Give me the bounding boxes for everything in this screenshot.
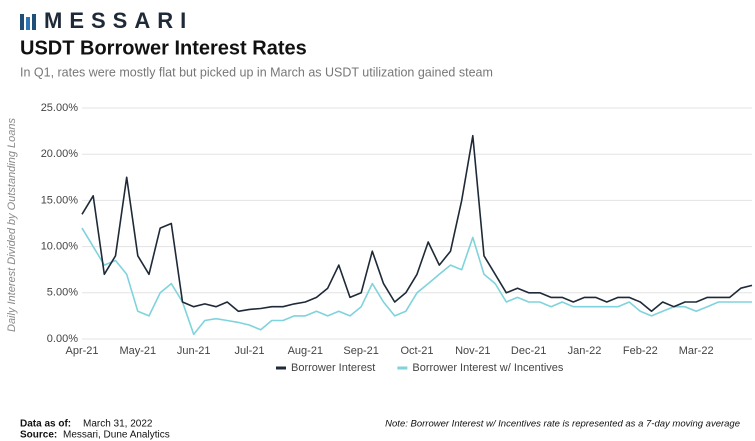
x-tick-label: Aug-21 xyxy=(288,345,323,357)
x-tick-label: Jan-22 xyxy=(568,345,602,357)
footer-text: March 31, 2022 xyxy=(83,419,153,430)
line xyxy=(81,134,753,313)
footer-label: Data as of: xyxy=(20,419,71,430)
x-tick-label: Oct-21 xyxy=(400,345,433,357)
legend-label: Borrower Interest xyxy=(291,362,375,374)
x-tick-label: Jun-21 xyxy=(177,345,211,357)
x-tick-label: Feb-22 xyxy=(623,345,658,357)
y-tick-label: 5.00% xyxy=(47,287,78,299)
chart-title: USDT Borrower Interest Rates xyxy=(20,37,307,59)
footer-text: Messari, Dune Analytics xyxy=(63,430,170,441)
x-tick-label: Mar-22 xyxy=(679,345,714,357)
y-tick-label: 0.00% xyxy=(47,333,78,345)
x-tick-label: Jul-21 xyxy=(235,345,265,357)
x-tick-label: Apr-21 xyxy=(65,345,98,357)
legend-label: Borrower Interest w/ Incentives xyxy=(412,362,564,374)
x-tick-label: May-21 xyxy=(119,345,156,357)
y-axis-label: Daily Interest Divided by Outstanding Lo… xyxy=(6,118,18,333)
x-tick-label: Dec-21 xyxy=(511,345,546,357)
x-tick-label: Nov-21 xyxy=(455,345,490,357)
y-tick-label: 20.00% xyxy=(41,148,79,160)
y-tick-label: 10.00% xyxy=(41,241,79,253)
footer-label: Source: xyxy=(20,430,57,441)
y-tick-label: 25.00% xyxy=(41,102,79,114)
logo-icon xyxy=(20,14,36,30)
y-tick-label: 15.00% xyxy=(41,194,79,206)
note: Note: Borrower Interest w/ Incentives ra… xyxy=(385,419,740,430)
brand: MESSARI xyxy=(44,8,193,33)
line xyxy=(81,227,752,336)
x-tick-label: Sep-21 xyxy=(343,345,378,357)
subtitle: In Q1, rates were mostly flat but picked… xyxy=(20,65,493,79)
